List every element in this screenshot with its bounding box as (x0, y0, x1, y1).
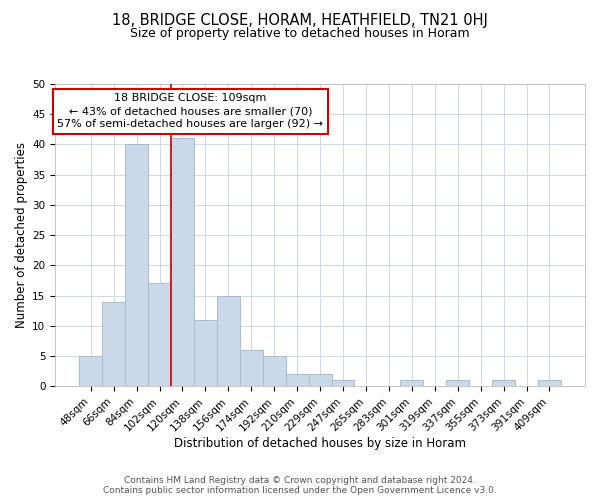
Text: Contains public sector information licensed under the Open Government Licence v3: Contains public sector information licen… (103, 486, 497, 495)
Text: Contains HM Land Registry data © Crown copyright and database right 2024.: Contains HM Land Registry data © Crown c… (124, 476, 476, 485)
Text: 18, BRIDGE CLOSE, HORAM, HEATHFIELD, TN21 0HJ: 18, BRIDGE CLOSE, HORAM, HEATHFIELD, TN2… (112, 12, 488, 28)
Bar (308, 374, 332, 386)
Bar (332, 380, 355, 386)
Bar (286, 374, 308, 386)
Bar (240, 350, 263, 387)
Bar (148, 284, 171, 387)
X-axis label: Distribution of detached houses by size in Horam: Distribution of detached houses by size … (174, 437, 466, 450)
Text: 18 BRIDGE CLOSE: 109sqm
← 43% of detached houses are smaller (70)
57% of semi-de: 18 BRIDGE CLOSE: 109sqm ← 43% of detache… (57, 93, 323, 130)
Bar (171, 138, 194, 386)
Bar (538, 380, 561, 386)
Bar (79, 356, 102, 386)
Bar (217, 296, 240, 386)
Bar (263, 356, 286, 386)
Bar (446, 380, 469, 386)
Bar (492, 380, 515, 386)
Bar (400, 380, 423, 386)
Bar (102, 302, 125, 386)
Text: Size of property relative to detached houses in Horam: Size of property relative to detached ho… (130, 28, 470, 40)
Y-axis label: Number of detached properties: Number of detached properties (15, 142, 28, 328)
Bar (125, 144, 148, 386)
Bar (194, 320, 217, 386)
